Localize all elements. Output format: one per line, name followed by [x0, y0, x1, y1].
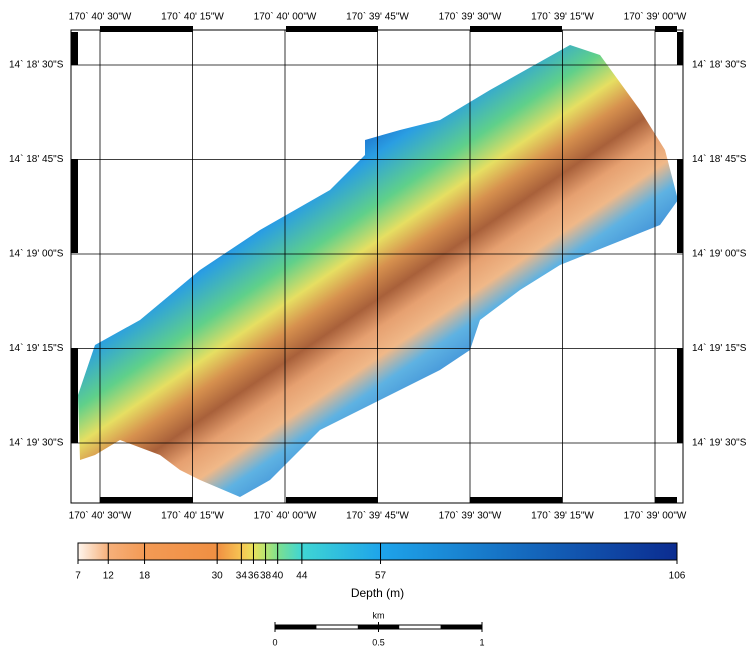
longitude-label: 170` 39' 15"W — [531, 510, 594, 522]
scalebar-tick-label: 0.5 — [372, 637, 385, 647]
colorbar-tick-label: 18 — [139, 571, 151, 582]
scalebar-tick-label: 1 — [479, 637, 484, 647]
longitude-label: 170` 39' 30"W — [439, 510, 502, 522]
latitude-label: 14` 18' 30"S — [9, 59, 64, 71]
colorbar-label: Depth (m) — [351, 586, 404, 600]
scalebar-tick-label: 0 — [272, 637, 277, 647]
longitude-label: 170` 39' 30"W — [439, 11, 502, 23]
longitude-label: 170` 39' 45"W — [346, 510, 409, 522]
colorbar-tick-label: 36 — [248, 571, 260, 582]
latitude-label: 14` 18' 45"S — [692, 153, 747, 165]
colorbar-tick-label: 12 — [103, 571, 115, 582]
longitude-label: 170` 39' 15"W — [531, 11, 594, 23]
bathymetry-swath — [78, 45, 678, 497]
colorbar-tick-label: 30 — [212, 571, 224, 582]
colorbar-tick-label: 106 — [669, 571, 686, 582]
longitude-label: 170` 40' 30"W — [69, 11, 132, 23]
longitude-label: 170` 40' 00"W — [254, 11, 317, 23]
latitude-label: 14` 19' 30"S — [692, 437, 747, 449]
longitude-label: 170` 40' 15"W — [161, 510, 224, 522]
scalebar-segment — [275, 625, 317, 629]
longitude-label: 170` 40' 30"W — [69, 510, 132, 522]
colorbar — [77, 542, 678, 561]
longitude-label: 170` 40' 00"W — [254, 510, 317, 522]
latitude-label: 14` 18' 30"S — [692, 59, 747, 71]
colorbar-tick-label: 38 — [260, 571, 272, 582]
scalebar-label: km — [373, 610, 385, 620]
longitude-label: 170` 39' 00"W — [624, 11, 687, 23]
colorbar-tick-label: 7 — [75, 571, 81, 582]
colorbar-tick-label: 57 — [375, 571, 387, 582]
latitude-label: 14` 19' 00"S — [9, 248, 64, 260]
latitude-label: 14` 19' 30"S — [9, 437, 64, 449]
colorbar-tick-label: 40 — [272, 571, 284, 582]
frame-bars — [71, 26, 683, 503]
latitude-label: 14` 19' 00"S — [692, 248, 747, 260]
scalebar-segment — [440, 625, 482, 629]
longitude-label: 170` 39' 45"W — [346, 11, 409, 23]
latitude-label: 14` 18' 45"S — [9, 153, 64, 165]
colorbar-tick-label: 34 — [236, 571, 248, 582]
longitude-label: 170` 39' 00"W — [624, 510, 687, 522]
colorbar-tick-label: 44 — [296, 571, 308, 582]
latitude-label: 14` 19' 15"S — [692, 342, 747, 354]
longitude-label: 170` 40' 15"W — [161, 11, 224, 23]
latitude-label: 14` 19' 15"S — [9, 342, 64, 354]
